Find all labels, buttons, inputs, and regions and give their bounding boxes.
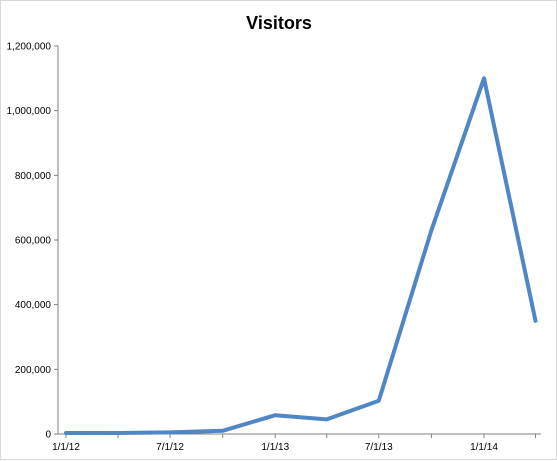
series-group [66,78,536,433]
x-tick-label: 1/1/12 [52,442,80,453]
y-tick-label: 800,000 [15,171,52,182]
x-tick-label: 1/1/13 [261,442,289,453]
y-tick-label: 200,000 [15,365,52,376]
y-tick-label: 1,000,000 [7,106,52,117]
y-tick-label: 400,000 [15,300,52,311]
y-tick-label: 0 [45,430,51,441]
y-tick-label: 600,000 [15,236,52,247]
x-tick-label: 7/1/13 [365,442,393,453]
series-line [66,78,536,433]
x-tick-label: 1/1/14 [470,442,498,453]
x-tick-label: 7/1/12 [156,442,184,453]
y-axis: 0 200,000 400,000 600,000 800,000 1,000,000 1,… [7,42,59,441]
y-tick-label: 1,200,000 [7,42,52,53]
x-axis: 1/1/12 7/1/12 1/1/13 7/1/13 1/1/14 [52,434,541,453]
chart-title: Visitors [246,13,312,33]
